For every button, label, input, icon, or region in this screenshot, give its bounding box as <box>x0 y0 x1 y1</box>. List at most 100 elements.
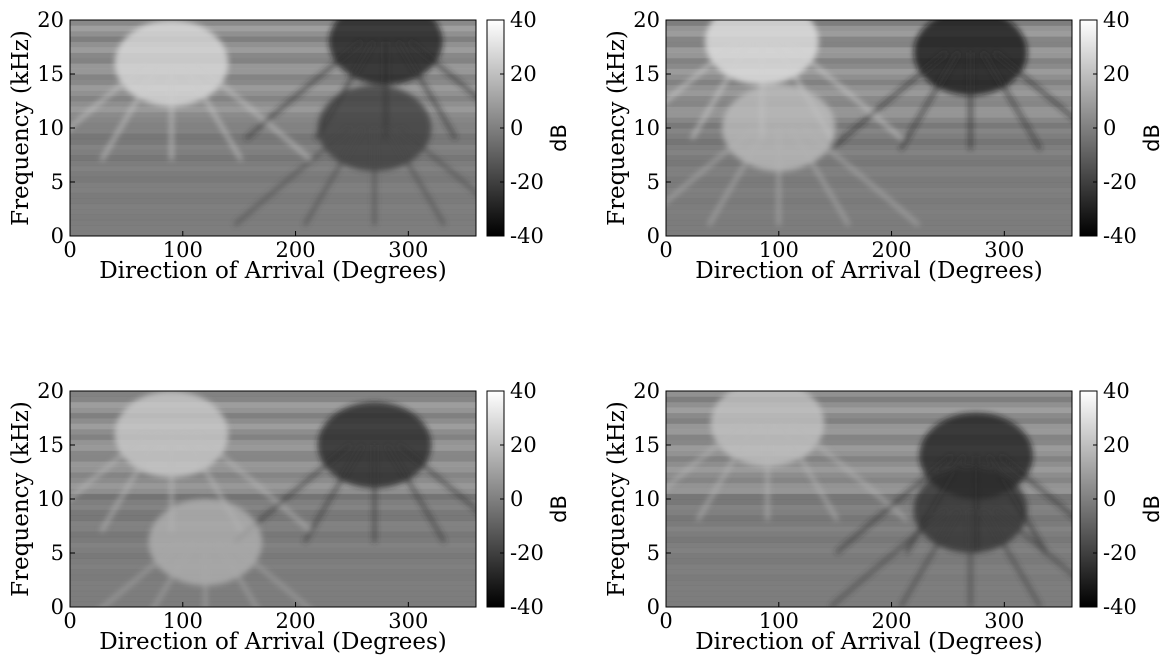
frequency-band <box>666 220 1072 226</box>
colorbar-tick-label: 20 <box>1103 433 1130 457</box>
x-axis-label: Direction of Arrival (Degrees) <box>99 629 447 655</box>
colorbar-tick-label: -40 <box>1103 224 1137 248</box>
frequency-band <box>666 214 1072 220</box>
frequency-band <box>666 171 1072 177</box>
frequency-band <box>666 585 1072 591</box>
frequency-band <box>666 225 1072 231</box>
frequency-band <box>70 160 476 166</box>
frequency-band <box>666 596 1072 602</box>
heatmap-panel-3: 0 100 200 30005101520Direction of Arrival (… <box>8 379 571 655</box>
heatmap-image <box>32 0 526 237</box>
frequency-band <box>666 160 1072 166</box>
frequency-band <box>70 569 476 575</box>
frequency-band <box>70 214 476 220</box>
frequency-band <box>70 564 476 570</box>
frequency-band <box>70 198 476 204</box>
y-tick-label: 15 <box>633 62 660 86</box>
y-tick-label: 0 <box>51 595 64 619</box>
colorbar-label: dB <box>547 124 571 152</box>
frequency-band <box>666 580 1072 586</box>
frequency-band <box>70 391 476 397</box>
colorbar-tick-label: 40 <box>510 8 537 32</box>
y-tick-label: 10 <box>633 487 660 511</box>
colorbar-tick-label: 40 <box>510 379 537 403</box>
y-tick-label: 0 <box>51 224 64 248</box>
frequency-band <box>70 220 476 226</box>
heatmap-image <box>628 380 1117 607</box>
frequency-band <box>70 548 476 554</box>
frequency-band <box>70 591 476 597</box>
colorbar-tick-label: -40 <box>510 595 544 619</box>
colorbar-tick-label: -40 <box>1103 595 1137 619</box>
y-tick-label: 5 <box>647 170 660 194</box>
y-tick-label: 15 <box>633 433 660 457</box>
heatmap-panel-1: 0 100 200 30005101520Direction of Arrival (… <box>8 0 571 284</box>
frequency-band <box>70 521 476 527</box>
frequency-band <box>70 515 476 521</box>
frequency-band <box>70 209 476 215</box>
x-tick-label: 0 <box>63 609 76 633</box>
frequency-band <box>666 90 1072 96</box>
colorbar-tick-label: 40 <box>1103 8 1130 32</box>
x-tick-label: 0 <box>63 238 76 262</box>
colorbar-tick-label: 20 <box>510 62 537 86</box>
colorbar-tick-label: 40 <box>1103 379 1130 403</box>
x-axis-label: Direction of Arrival (Degrees) <box>695 629 1043 655</box>
frequency-band <box>70 396 476 402</box>
y-axis-label: Frequency (kHz) <box>8 30 34 226</box>
frequency-band <box>70 558 476 564</box>
y-tick-label: 20 <box>633 8 660 32</box>
colorbar-tick-label: -20 <box>510 541 544 565</box>
frequency-band <box>666 198 1072 204</box>
frequency-band <box>70 182 476 188</box>
x-tick-label: 0 <box>659 238 672 262</box>
y-axis-label: Frequency (kHz) <box>604 30 630 226</box>
frequency-band <box>666 155 1072 161</box>
y-tick-label: 10 <box>37 116 64 140</box>
y-tick-label: 20 <box>37 379 64 403</box>
colorbar-tick-label: -40 <box>510 224 544 248</box>
y-tick-label: 5 <box>51 541 64 565</box>
frequency-band <box>70 225 476 231</box>
frequency-band <box>70 531 476 537</box>
colorbar-label: dB <box>547 495 571 523</box>
colorbar-tick-label: 20 <box>1103 62 1130 86</box>
colorbar-tick-label: -20 <box>1103 170 1137 194</box>
frequency-band <box>666 166 1072 172</box>
heatmap-image <box>622 0 1111 237</box>
colorbar-tick-label: -20 <box>510 170 544 194</box>
colorbar-tick-label: 0 <box>510 487 523 511</box>
y-axis-label: Frequency (kHz) <box>604 401 630 597</box>
frequency-band <box>70 204 476 210</box>
frequency-band <box>70 166 476 172</box>
y-tick-label: 5 <box>647 541 660 565</box>
colorbar-label: dB <box>1140 495 1164 523</box>
colorbar-tick-label: 0 <box>510 116 523 140</box>
heatmap-image <box>32 391 515 639</box>
y-tick-label: 20 <box>633 379 660 403</box>
x-axis-label: Direction of Arrival (Degrees) <box>695 258 1043 284</box>
y-axis-label: Frequency (kHz) <box>8 401 34 597</box>
y-tick-label: 0 <box>647 595 660 619</box>
frequency-band <box>70 526 476 532</box>
frequency-band <box>666 548 1072 554</box>
x-axis-label: Direction of Arrival (Degrees) <box>99 258 447 284</box>
frequency-band <box>666 542 1072 548</box>
y-tick-label: 0 <box>647 224 660 248</box>
colorbar-label: dB <box>1140 124 1164 152</box>
frequency-band <box>70 537 476 543</box>
y-tick-label: 10 <box>37 487 64 511</box>
colorbar-tick-label: 20 <box>510 433 537 457</box>
frequency-band <box>70 553 476 559</box>
frequency-band <box>70 542 476 548</box>
y-tick-label: 20 <box>37 8 64 32</box>
colorbar-tick-label: -20 <box>1103 541 1137 565</box>
frequency-band <box>666 85 1072 91</box>
x-tick-label: 0 <box>659 609 672 633</box>
frequency-band <box>70 596 476 602</box>
frequency-band <box>666 204 1072 210</box>
frequency-band <box>666 564 1072 570</box>
y-tick-label: 15 <box>37 433 64 457</box>
